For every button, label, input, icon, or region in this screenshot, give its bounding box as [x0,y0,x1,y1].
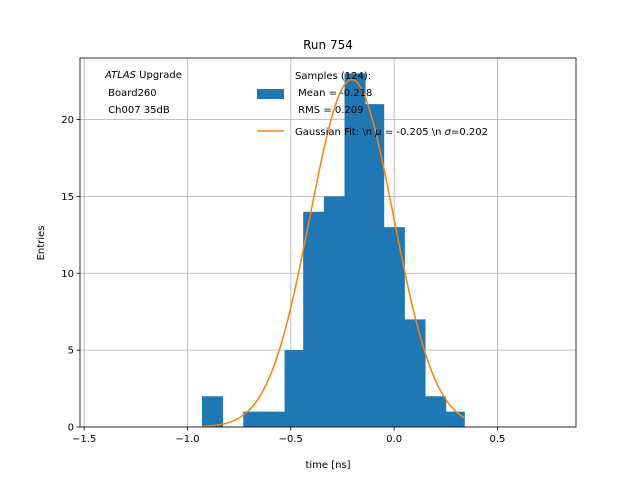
legend-fit-prefix: Gaussian Fit: \n [295,127,375,138]
y-tick-label: 5 [68,346,74,357]
histogram-bar [201,396,223,427]
x-axis-ticks: −1.5 −1.0 −0.5 0.0 0.5 [72,427,505,445]
gaussian-fit-line [201,78,465,428]
histogram-bar [404,319,426,427]
histogram-bar [243,411,265,427]
legend-fit-mu-value: = -0.205 \n [382,127,445,138]
annotation-upgrade: Upgrade [136,70,182,81]
y-axis-ticks: 0 5 10 15 20 [61,115,80,434]
histogram-bar [383,227,405,427]
y-tick-label: 20 [61,115,74,126]
y-axis-label: Entries [36,226,47,261]
x-tick-label: −1.0 [175,434,199,445]
annotation-line-1: ATLAS Upgrade [104,70,182,81]
y-tick-label: 15 [61,192,74,203]
annotation-line-3: Ch007 35dB [105,105,170,116]
legend-histogram-swatch [257,89,284,99]
histogram-bar [445,411,465,427]
y-tick-label: 10 [61,269,74,280]
histogram-bar [323,196,345,427]
legend-fit-sigma-symbol: σ [445,127,452,138]
x-axis-label: time [ns] [305,460,350,471]
histogram-bars [201,73,465,427]
legend-fit-sigma-value: =0.202 [451,127,488,138]
histogram-bar [284,350,304,427]
legend-fit-mu-symbol: μ [374,127,381,138]
histogram-bar [425,396,447,427]
x-tick-label: −1.5 [72,434,96,445]
legend-histogram-line-2: Mean = -0.218 [295,88,372,99]
x-tick-label: 0.5 [490,434,506,445]
legend: Samples (124): Mean = -0.218 RMS = 0.209… [257,71,488,138]
annotation-atlas: ATLAS [104,70,137,81]
chart-title: Run 754 [303,38,353,52]
annotation-line-2: Board260 [105,88,157,99]
legend-fit-label: Gaussian Fit: \n μ = -0.205 \n σ=0.202 [295,127,488,138]
y-tick-label: 0 [68,423,74,434]
histogram-bar [303,211,325,427]
histogram-bar [344,73,366,427]
atlas-annotation: ATLAS Upgrade Board260 Ch007 35dB [104,70,182,116]
legend-histogram-line-3: RMS = 0.209 [295,105,363,116]
plot-frame [79,57,577,428]
legend-histogram-line-1: Samples (124): [295,71,371,82]
histogram-bar [365,104,385,427]
x-tick-label: −0.5 [279,434,303,445]
x-tick-label: 0.0 [386,434,402,445]
histogram-bar [263,411,285,427]
